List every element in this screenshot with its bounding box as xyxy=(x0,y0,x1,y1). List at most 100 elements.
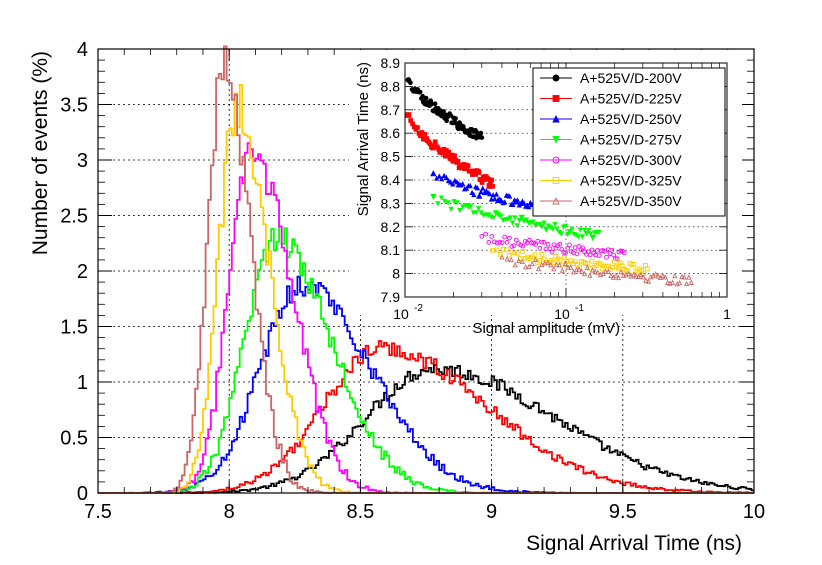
inset-point-A+525V/D-350V xyxy=(551,265,557,272)
inset-point-A+525V/D-200V xyxy=(453,116,458,121)
inset-point-A+525V/D-350V xyxy=(553,261,560,267)
inset-point-A+525V/D-200V xyxy=(479,135,485,140)
legend-box xyxy=(532,67,726,217)
inset-point-A+525V/D-300V xyxy=(547,246,553,252)
legend: A+525V/D-200V A+525V/D-225V A+525V/D-250V A… xyxy=(540,70,682,209)
inset-point-A+525V/D-350V xyxy=(605,268,611,274)
main-x-tick-label: 8 xyxy=(224,501,235,523)
inset-point-A+525V/D-275V xyxy=(581,227,588,233)
inset-point-A+525V/D-275V xyxy=(541,220,547,226)
inset-point-A+525V/D-275V xyxy=(518,214,525,221)
inset-point-A+525V/D-350V xyxy=(683,280,690,287)
inset-point-A+525V/D-350V xyxy=(592,269,598,275)
inset-point-A+525V/D-275V xyxy=(430,193,437,201)
inset-point-A+525V/D-300V xyxy=(504,239,510,245)
legend-marker-A+525V/D-325V xyxy=(552,177,560,184)
inset-point-A+525V/D-325V xyxy=(631,262,637,267)
inset-point-A+525V/D-350V xyxy=(565,264,571,270)
inset-point-A+525V/D-350V xyxy=(655,273,661,279)
inset-point-A+525V/D-250V xyxy=(493,191,500,197)
inset-point-A+525V/D-250V xyxy=(507,193,513,199)
inset-point-A+525V/D-350V xyxy=(589,267,596,273)
inset-point-A+525V/D-275V xyxy=(475,206,482,212)
inset-point-A+525V/D-350V xyxy=(653,271,659,277)
inset-point-A+525V/D-250V xyxy=(480,185,486,191)
inset-point-A+525V/D-275V xyxy=(550,226,556,232)
legend-marker-A+525V/D-350V xyxy=(552,196,560,205)
inset-point-A+525V/D-300V xyxy=(494,240,500,246)
inset-y-tick-label: 8.8 xyxy=(381,78,401,94)
inset-y-tick-label: 8 xyxy=(392,266,400,282)
inset-point-A+525V/D-200V xyxy=(444,118,449,124)
main-y-tick-labels: 0 0.5 1 1.5 2 2.5 3 3.5 4 xyxy=(60,39,88,505)
inset-point-A+525V/D-325V xyxy=(494,247,500,253)
inset-point-A+525V/D-300V xyxy=(611,252,616,258)
inset-point-A+525V/D-350V xyxy=(633,273,639,279)
inset-point-A+525V/D-350V xyxy=(618,269,624,275)
inset-y-axis-label: Signal Arrival Time (ns) xyxy=(355,62,372,216)
inset-point-A+525V/D-325V xyxy=(497,251,503,257)
inset-point-A+525V/D-275V xyxy=(554,226,560,232)
inset-point-A+525V/D-300V xyxy=(513,237,519,243)
inset-point-A+525V/D-275V xyxy=(543,226,550,233)
inset-point-A+525V/D-350V xyxy=(587,272,593,278)
inset-point-A+525V/D-275V xyxy=(478,210,484,216)
inset-point-A+525V/D-300V xyxy=(614,256,620,262)
inset-point-A+525V/D-325V xyxy=(520,249,525,254)
inset-point-A+525V/D-275V xyxy=(558,231,564,237)
inset-point-A+525V/D-275V xyxy=(579,234,586,240)
main-x-tick-label: 9.5 xyxy=(609,501,637,523)
inset-point-A+525V/D-325V xyxy=(506,252,512,258)
legend-label: A+525V/D-350V xyxy=(580,193,682,209)
inset-point-A+525V/D-300V xyxy=(596,253,602,258)
inset-point-A+525V/D-225V xyxy=(476,170,482,175)
inset-point-A+525V/D-300V xyxy=(557,241,563,247)
inset-point-A+525V/D-250V xyxy=(460,180,466,187)
inset-point-A+525V/D-275V xyxy=(569,226,575,232)
inset-point-A+525V/D-300V xyxy=(533,242,539,247)
inset-point-A+525V/D-300V xyxy=(537,245,543,251)
inset-point-A+525V/D-225V xyxy=(432,139,438,145)
inset-point-A+525V/D-275V xyxy=(588,231,594,237)
inset-point-A+525V/D-350V xyxy=(559,267,565,273)
inset-point-A+525V/D-275V xyxy=(438,195,445,201)
inset-point-A+525V/D-350V xyxy=(638,271,644,278)
inset-point-A+525V/D-225V xyxy=(422,132,428,137)
inset-point-A+525V/D-325V xyxy=(611,259,617,265)
inset-point-A+525V/D-300V xyxy=(561,250,567,255)
inset-y-tick-labels: 7.9 8 8.1 8.2 8.3 8.4 8.5 8.6 8.7 8.8 8.9 xyxy=(381,55,401,305)
inset-point-A+525V/D-350V xyxy=(584,264,590,270)
main-y-axis-label: Number of events (%) xyxy=(29,51,52,255)
inset-point-A+525V/D-350V xyxy=(615,274,622,281)
inset-point-A+525V/D-275V xyxy=(445,200,451,206)
inset-point-A+525V/D-300V xyxy=(545,241,551,247)
inset-point-A+525V/D-300V xyxy=(479,234,485,239)
inset-point-A+525V/D-250V xyxy=(448,179,454,185)
inset-point-A+525V/D-325V xyxy=(503,247,509,253)
inset-point-A+525V/D-350V xyxy=(562,260,568,266)
inset-point-A+525V/D-250V xyxy=(488,196,495,202)
inset-point-A+525V/D-300V xyxy=(497,239,503,245)
inset-point-A+525V/D-250V xyxy=(510,201,516,208)
inset-point-A+525V/D-350V xyxy=(519,258,525,264)
inset-point-A+525V/D-275V xyxy=(490,215,497,221)
inset-point-A+525V/D-275V xyxy=(575,234,581,240)
inset-y-tick-label: 8.2 xyxy=(381,219,401,235)
inset-point-A+525V/D-200V xyxy=(478,130,484,136)
inset-point-A+525V/D-325V xyxy=(551,260,556,265)
inset-point-A+525V/D-275V xyxy=(539,224,545,230)
legend-label: A+525V/D-225V xyxy=(580,91,682,107)
inset-y-tick-label: 8.1 xyxy=(381,242,401,258)
inset-point-A+525V/D-275V xyxy=(552,222,558,228)
inset-point-A+525V/D-225V xyxy=(489,177,494,183)
main-x-tick-label: 9 xyxy=(486,501,497,523)
main-x-axis-label: Signal Arrival Time (ns) xyxy=(526,532,742,555)
inset-point-A+525V/D-300V xyxy=(565,245,570,251)
inset-point-A+525V/D-275V xyxy=(589,234,596,242)
inset-x-tick-exponent: -1 xyxy=(575,303,584,314)
inset-point-A+525V/D-350V xyxy=(643,277,649,283)
main-y-tick-label: 2.5 xyxy=(60,206,88,228)
inset-point-A+525V/D-300V xyxy=(587,252,593,258)
inset-point-A+525V/D-225V xyxy=(446,149,452,155)
